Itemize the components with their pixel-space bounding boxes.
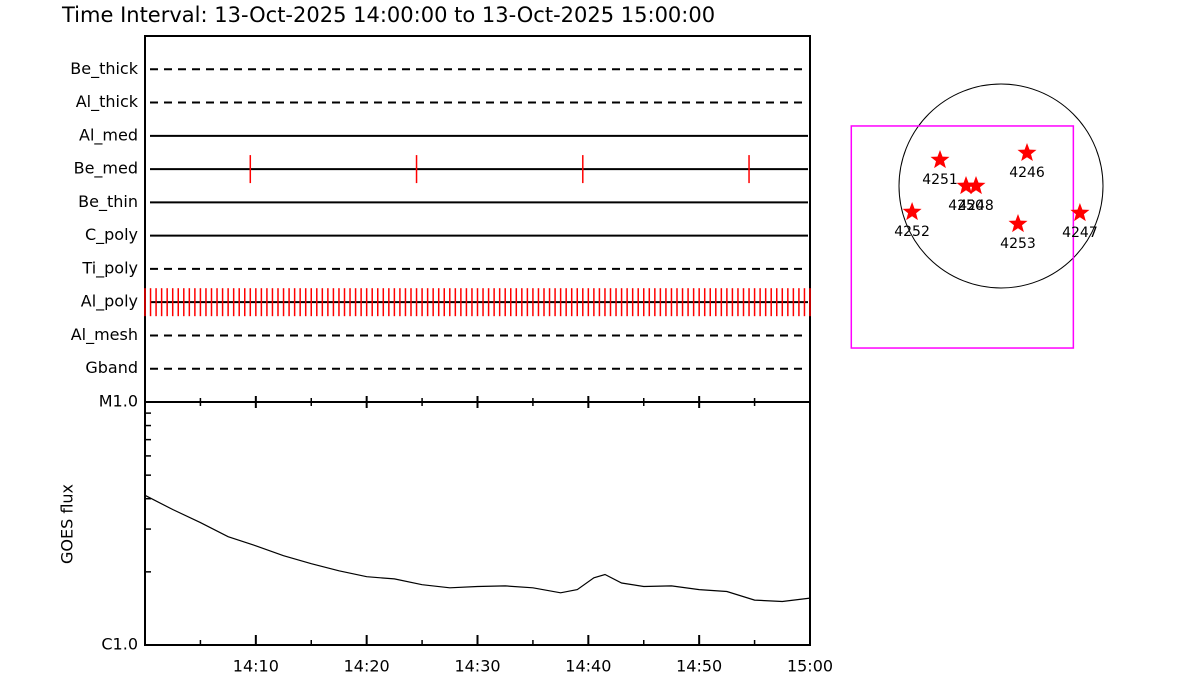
- field-of-view: [850, 125, 1075, 349]
- y-tick-label: M1.0: [99, 392, 138, 411]
- x-tick-label: 14:10: [233, 657, 279, 676]
- active-region-marker: [956, 176, 976, 195]
- goes-flux-line: [144, 494, 811, 603]
- x-tick-label: 14:20: [344, 657, 390, 676]
- active-region-label: 4251: [922, 172, 958, 188]
- filter-label: Al_mesh: [71, 325, 138, 345]
- y-axis-label: GOES flux: [58, 484, 77, 564]
- active-region-label: 4246: [1009, 165, 1045, 181]
- filter-label: Al_med: [79, 125, 138, 145]
- active-region-label: 4252: [894, 224, 930, 240]
- filter-label: C_poly: [85, 225, 138, 245]
- x-tick-label: 14:40: [565, 657, 611, 676]
- active-region-marker: [1017, 143, 1037, 161]
- active-region-label: 4250: [948, 198, 984, 214]
- active-region-label: 4248: [958, 198, 994, 214]
- active-region-marker: [1008, 214, 1028, 233]
- filter-label: Be_med: [74, 159, 138, 179]
- filter-label: Al_thick: [76, 92, 139, 112]
- active-region-marker: [966, 176, 986, 195]
- x-tick-label: 14:50: [676, 657, 722, 676]
- filter-label: Al_poly: [81, 292, 138, 312]
- solar-limb: [898, 83, 1104, 289]
- active-region-label: 4247: [1062, 225, 1098, 241]
- active-region-label: 4253: [1000, 236, 1036, 252]
- plot-title: Time Interval: 13-Oct-2025 14:00:00 to 1…: [61, 3, 715, 27]
- x-tick-label: 15:00: [787, 657, 833, 676]
- active-region-marker: [930, 150, 950, 169]
- x-tick-label: 14:30: [454, 657, 500, 676]
- filter-label: Ti_poly: [81, 258, 138, 278]
- active-region-marker: [1070, 203, 1090, 222]
- filter-label: Be_thin: [78, 192, 138, 212]
- filter-label: Gband: [85, 358, 138, 377]
- active-region-marker: [902, 202, 922, 221]
- filter-label: Be_thick: [70, 59, 138, 79]
- y-tick-label: C1.0: [101, 635, 138, 654]
